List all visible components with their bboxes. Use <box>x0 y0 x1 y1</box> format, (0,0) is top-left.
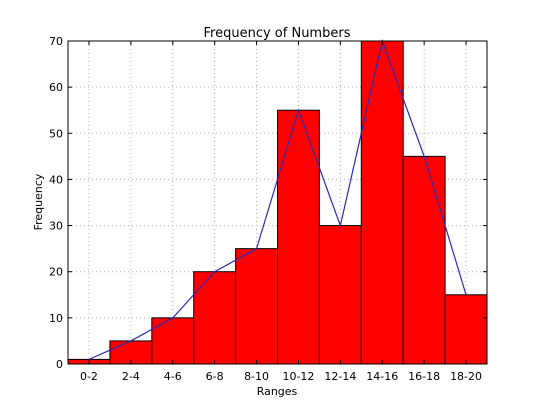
x-tick-label: 10-12 <box>282 370 314 383</box>
y-tick-label: 50 <box>49 127 63 140</box>
y-tick-label: 60 <box>49 81 63 94</box>
x-axis-label: Ranges <box>257 385 298 398</box>
x-tick-label: 4-6 <box>164 370 182 383</box>
ticks <box>68 40 487 365</box>
frequency-line-path <box>88 38 467 360</box>
x-tick-label: 6-8 <box>206 370 224 383</box>
x-tick-label: 14-16 <box>366 370 398 383</box>
x-tick-label: 0-2 <box>80 370 98 383</box>
y-tick-label: 40 <box>49 173 63 186</box>
tick-labels: 0 10 20 30 40 50 60 70 0-2 2-4 4-6 6-8 8-10 10-12 12-1… <box>49 35 482 383</box>
y-tick-label: 0 <box>56 358 63 371</box>
x-tick-label: 2-4 <box>122 370 140 383</box>
x-tick-label: 18-20 <box>450 370 482 383</box>
chart-title: Frequency of Numbers <box>204 26 351 41</box>
bars <box>67 40 488 365</box>
y-axis-label: Frequency <box>32 173 45 230</box>
y-tick-label: 10 <box>49 312 63 325</box>
bar-10-12 <box>277 109 320 365</box>
x-tick-label: 8-10 <box>244 370 269 383</box>
x-tick-label: 12-14 <box>324 370 356 383</box>
bar-4-6 <box>151 317 195 365</box>
bar-16-18 <box>402 155 446 365</box>
bar-18-20 <box>444 294 488 365</box>
x-tick-label: 16-18 <box>408 370 440 383</box>
bar-14-16 <box>360 40 404 365</box>
bar-12-14 <box>318 225 362 365</box>
bar-8-10 <box>235 248 279 365</box>
y-tick-label: 20 <box>49 266 63 279</box>
y-tick-label: 70 <box>49 35 63 48</box>
frequency-line <box>88 38 467 360</box>
plot-frame <box>67 40 488 365</box>
y-tick-label: 30 <box>49 220 63 233</box>
bar-6-8 <box>193 271 237 365</box>
